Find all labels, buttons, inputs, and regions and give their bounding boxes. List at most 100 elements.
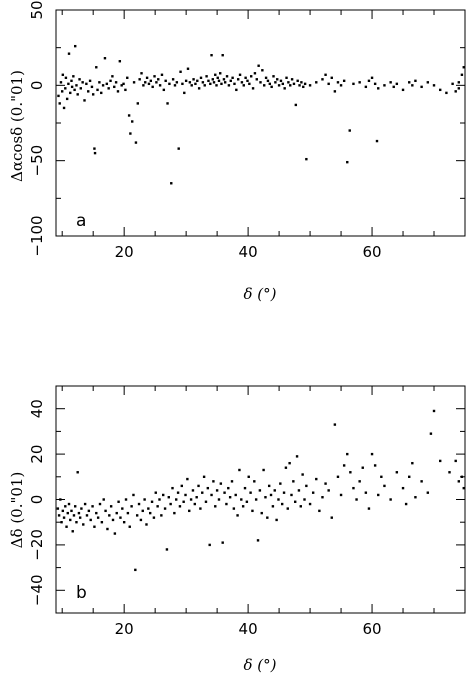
data-point [85, 82, 88, 86]
data-point [411, 461, 414, 465]
data-point [432, 409, 436, 413]
data-point [330, 516, 333, 519]
data-point [103, 57, 107, 60]
data-point [181, 82, 184, 86]
x-tick-label: 20 [115, 243, 134, 261]
data-point [373, 82, 377, 86]
data-point [141, 509, 144, 513]
data-point [274, 81, 277, 84]
data-point [439, 459, 442, 463]
data-point [330, 76, 333, 79]
data-point [64, 87, 67, 90]
data-point [215, 84, 218, 87]
data-point [70, 79, 73, 83]
x-tick-label: 40 [239, 620, 258, 638]
y-tick-label: 0 [28, 495, 46, 505]
x-tick-label: 20 [115, 620, 134, 638]
data-point [242, 84, 245, 87]
data-point [91, 93, 95, 96]
data-point [104, 509, 107, 513]
data-point [62, 106, 66, 110]
data-point [98, 502, 102, 506]
data-point [108, 514, 111, 517]
data-point [305, 484, 308, 488]
data-point [210, 54, 213, 57]
data-point [286, 507, 289, 510]
data-point [78, 516, 82, 519]
data-point [175, 81, 179, 84]
data-point [401, 88, 405, 92]
data-point [208, 543, 211, 547]
data-point [143, 498, 146, 501]
data-point [65, 525, 68, 528]
data-point [264, 496, 267, 499]
data-point [197, 87, 201, 90]
data-point [130, 505, 133, 508]
data-point [339, 493, 343, 497]
data-point [426, 491, 430, 494]
data-point [122, 521, 126, 524]
data-point [135, 514, 139, 517]
data-point [139, 518, 143, 522]
ticks-a: 20 40 60 50 0 −50 −100 [28, 0, 466, 261]
y-axis-title-b: Δδ (0."01) [8, 472, 26, 549]
data-point [78, 78, 81, 81]
data-point [377, 87, 380, 90]
data-point [81, 81, 84, 84]
data-point [264, 76, 268, 79]
data-point [215, 489, 219, 492]
data-point [364, 85, 368, 89]
data-point [87, 90, 90, 93]
data-point [240, 498, 243, 501]
data-point [207, 79, 210, 83]
data-point [118, 60, 122, 63]
data-point [137, 502, 141, 506]
data-point [251, 87, 255, 90]
data-point [432, 84, 436, 87]
data-point [445, 91, 448, 95]
data-point [145, 76, 149, 79]
data-point [134, 568, 137, 572]
data-point [107, 87, 110, 90]
data-point [61, 73, 65, 76]
data-point [182, 500, 185, 503]
panel-b: 20 40 60 40 20 0 −20 −40 b Δδ (0."01) δ (°) [8, 385, 466, 674]
data-point [261, 69, 264, 72]
data-point [219, 482, 223, 485]
data-point [249, 491, 252, 494]
data-point [93, 147, 96, 150]
data-point [147, 507, 150, 510]
data-point [158, 84, 162, 87]
data-point [116, 90, 120, 93]
data-point [212, 81, 216, 84]
data-point [235, 88, 238, 92]
data-point [287, 81, 290, 84]
data-point [352, 82, 355, 86]
data-point [203, 84, 206, 87]
data-point [333, 90, 337, 93]
data-point [178, 505, 182, 508]
data-point [128, 525, 131, 528]
data-point [336, 475, 340, 478]
data-point [373, 464, 377, 467]
data-point [170, 182, 173, 185]
data-point [201, 491, 204, 494]
data-point [67, 82, 70, 86]
data-point [229, 79, 232, 83]
data-point [448, 471, 451, 474]
data-point [98, 81, 101, 84]
data-point [194, 82, 197, 86]
data-point [277, 498, 280, 501]
data-point [205, 75, 208, 78]
data-point [279, 482, 282, 485]
data-point [221, 541, 224, 544]
y-tick-label: −50 [28, 145, 46, 177]
data-point [290, 78, 294, 81]
data-point [140, 72, 143, 75]
data-point [148, 511, 152, 515]
data-point [60, 521, 63, 524]
data-point [380, 475, 383, 478]
data-point [346, 452, 349, 456]
data-point [315, 477, 318, 481]
